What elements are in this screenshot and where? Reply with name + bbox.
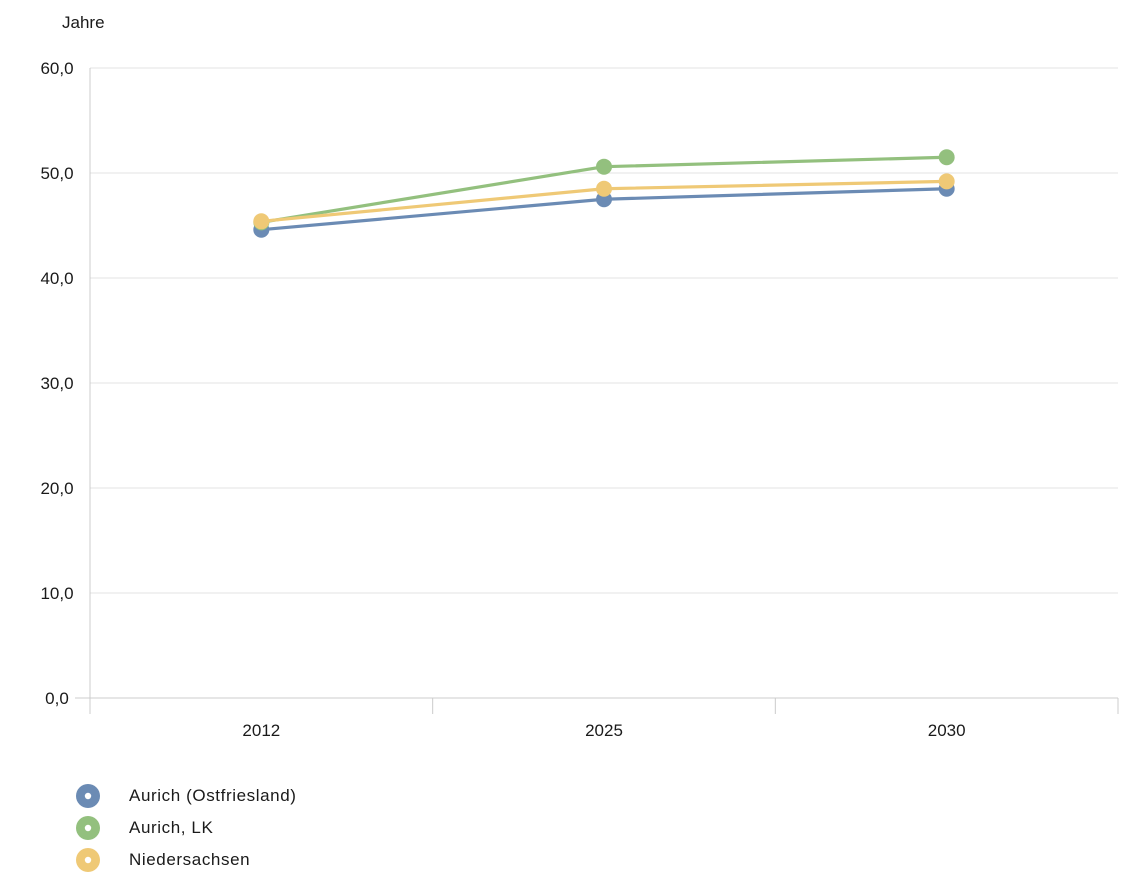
y-tick-label: 10,0 xyxy=(40,584,73,603)
y-axis-ticks: 0,0 10,0 20,0 30,0 40,0 50,0 60,0 xyxy=(40,59,73,708)
legend-item[interactable]: Niedersachsen xyxy=(75,844,297,876)
legend-label: Aurich, LK xyxy=(129,818,213,838)
legend-label: Niedersachsen xyxy=(129,850,250,870)
data-point[interactable] xyxy=(596,181,612,197)
data-point[interactable] xyxy=(939,173,955,189)
y-tick-label: 50,0 xyxy=(40,164,73,183)
y-axis-unit-label: Jahre xyxy=(62,13,105,32)
legend-item[interactable]: Aurich, LK xyxy=(75,812,297,844)
legend-marker-icon xyxy=(75,815,101,841)
x-axis-ticks: 2012 2025 2030 xyxy=(242,721,965,740)
x-tick-label: 2012 xyxy=(242,721,280,740)
y-tick-label: 40,0 xyxy=(40,269,73,288)
legend: Aurich (Ostfriesland) Aurich, LK Niedersac… xyxy=(75,780,297,876)
y-tick-label: 60,0 xyxy=(40,59,73,78)
line-chart: Jahre 0,010,020,030,040,050,060,0 2012 20… xyxy=(0,0,1130,775)
y-tick-label: 20,0 xyxy=(40,479,73,498)
y-tick-label: 30,0 xyxy=(40,374,73,393)
legend-marker-icon xyxy=(75,847,101,873)
grid-lines xyxy=(90,68,1118,593)
y-tick-label: 0,0 xyxy=(45,689,69,708)
legend-item[interactable]: Aurich (Ostfriesland) xyxy=(75,780,297,812)
data-point[interactable] xyxy=(596,159,612,175)
x-tick-label: 2030 xyxy=(928,721,966,740)
legend-label: Aurich (Ostfriesland) xyxy=(129,786,297,806)
data-point[interactable] xyxy=(253,213,269,229)
x-tick-label: 2025 xyxy=(585,721,623,740)
data-point[interactable] xyxy=(939,149,955,165)
series-group xyxy=(253,149,954,237)
legend-marker-icon xyxy=(75,783,101,809)
